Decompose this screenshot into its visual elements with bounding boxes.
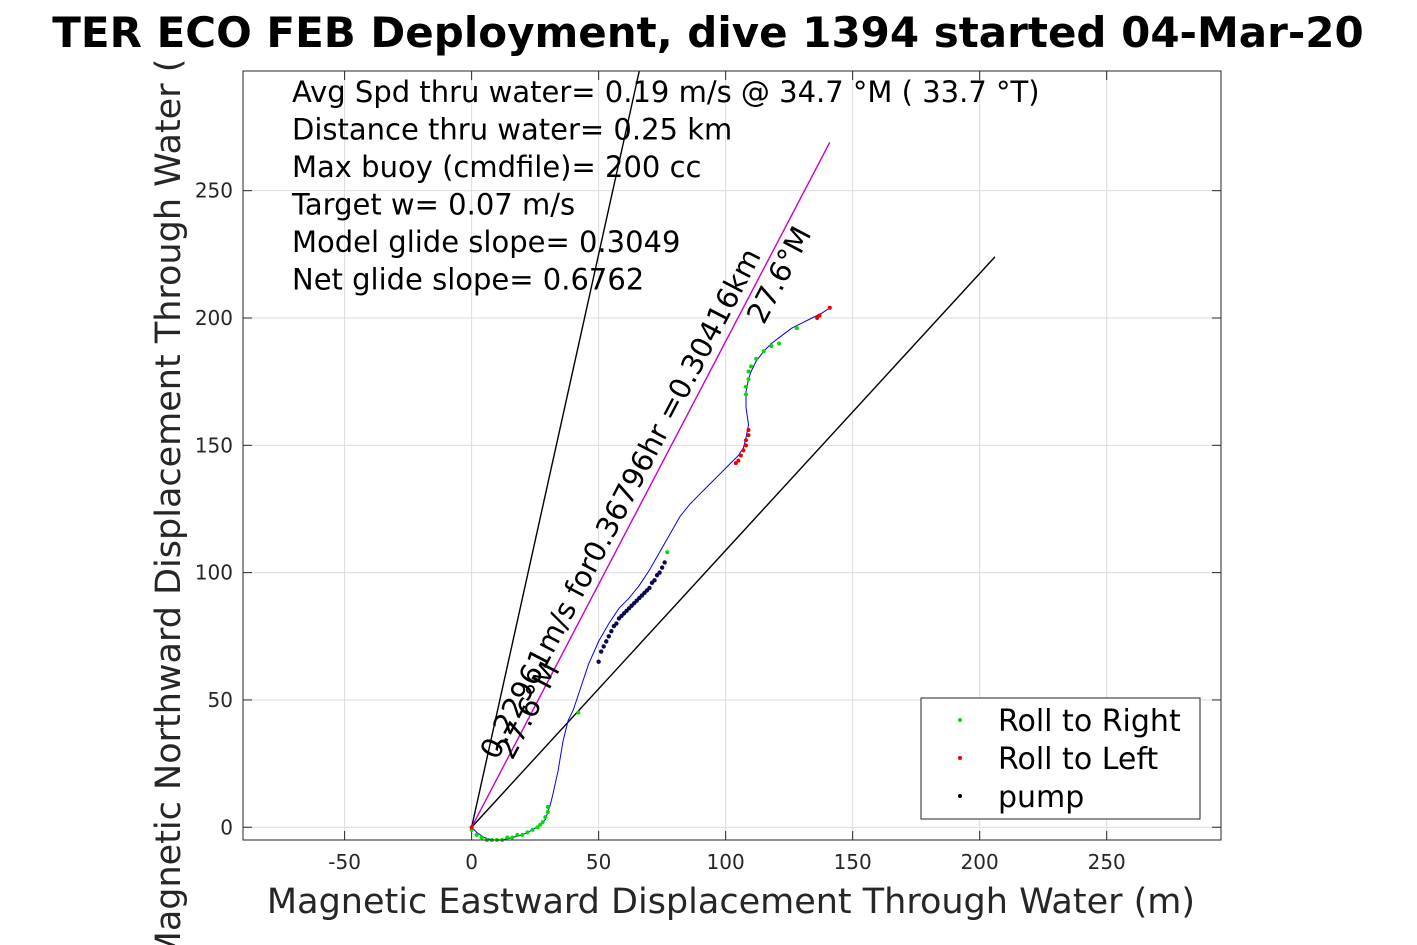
roll-right-point (530, 827, 535, 832)
pump-point (596, 659, 601, 664)
roll-left-point (827, 305, 832, 310)
pump-point (606, 634, 611, 639)
reference-line (471, 141, 831, 828)
legend-label-roll-left: Roll to Left (998, 742, 1158, 777)
y-tick-label: 250 (195, 179, 233, 203)
x-tick-label: 100 (707, 850, 745, 874)
roll-left-point (815, 315, 820, 320)
roll-right-point (505, 835, 510, 840)
y-tick-label: 100 (195, 561, 233, 585)
roll-right-point (794, 326, 799, 331)
reference-lines (470, 70, 996, 828)
axis-ticks: -50 0 50 100 150 200 250 0 50 100 150 200 250 (195, 71, 1221, 874)
pump-point (609, 628, 614, 634)
info-line: Target w= 0.07 m/s (291, 188, 575, 222)
x-tick-label: -50 (328, 850, 361, 874)
legend-label-roll-right: Roll to Right (998, 704, 1181, 739)
roll-right-point (545, 809, 550, 814)
y-tick-label: 0 (220, 815, 233, 839)
roll-right-point (474, 832, 479, 837)
legend-label-pump: pump (998, 780, 1084, 815)
pump-point (662, 560, 667, 565)
roll-right-point (515, 832, 520, 837)
roll-right-point (479, 835, 484, 840)
roll-right-point (525, 830, 530, 835)
roll-left-point (746, 433, 751, 438)
pump-point (659, 565, 665, 570)
roll-right-point (510, 835, 515, 840)
roll-left-point (736, 458, 741, 463)
roll-right-point (743, 392, 748, 397)
roll-left-point (741, 448, 746, 453)
x-axis-label: Magnetic Eastward Displacement Through W… (267, 882, 1195, 922)
roll-right-point (543, 815, 548, 820)
roll-right-point (749, 364, 754, 369)
roll-right-point (754, 356, 759, 361)
y-tick-label: 50 (208, 688, 233, 712)
roll-left-point (746, 428, 751, 433)
x-tick-label: 150 (834, 850, 872, 874)
legend-swatch-roll-right (958, 718, 962, 722)
roll-left-point (743, 443, 748, 448)
legend: Roll to Right Roll to Left pump (920, 697, 1201, 820)
y-tick-label: 150 (195, 433, 233, 457)
roll-right-point (538, 822, 543, 827)
roll-left-point (733, 461, 738, 466)
roll-right-point (743, 384, 748, 389)
pump-point (598, 649, 604, 654)
grid-lines (243, 71, 1221, 840)
y-tick-label: 200 (195, 306, 233, 330)
roll-right-point (665, 550, 670, 555)
reference-line (470, 70, 640, 828)
legend-swatch-roll-left (958, 756, 962, 760)
track-markers (469, 305, 832, 842)
roll-right-point (545, 804, 550, 809)
roll-right-point (535, 825, 540, 830)
chart-title: TER ECO FEB Deployment, dive 1394 starte… (52, 8, 1363, 57)
roll-right-point (576, 710, 581, 715)
legend-swatch-pump (958, 794, 962, 798)
pump-point (601, 644, 606, 649)
roll-right-point (746, 377, 751, 382)
pump-point (657, 570, 662, 575)
dive-info-block: Avg Spd thru water= 0.19 m/s @ 34.7 °M (… (291, 75, 1040, 297)
roll-right-point (520, 832, 525, 837)
roll-right-point (761, 349, 766, 354)
x-tick-label: 50 (586, 850, 611, 874)
roll-left-point (817, 313, 822, 318)
plot-frame (242, 70, 1222, 841)
info-line: Avg Spd thru water= 0.19 m/s @ 34.7 °M (… (292, 75, 1040, 109)
y-axis-label: Magnetic Northward Displacement Through … (149, 59, 189, 945)
roll-left-point (738, 453, 743, 458)
roll-left-point (743, 438, 748, 443)
roll-left-point (469, 825, 474, 830)
info-line: Net glide slope= 0.6762 (292, 263, 644, 297)
roll-right-point (769, 344, 774, 349)
roll-right-point (746, 369, 751, 374)
pump-point (647, 585, 652, 591)
info-line: Model glide slope= 0.3049 (292, 225, 680, 259)
x-tick-label: 200 (961, 850, 999, 874)
pump-point (614, 621, 619, 626)
roll-right-point (540, 820, 545, 825)
reference-line (471, 256, 996, 828)
x-tick-label: 250 (1088, 850, 1126, 874)
legend-box (920, 697, 1201, 820)
info-line: Max buoy (cmdfile)= 200 cc (292, 150, 701, 184)
pump-point (604, 639, 609, 644)
roll-right-point (776, 341, 781, 346)
pump-point (652, 578, 657, 583)
info-line: Distance thru water= 0.25 km (292, 113, 732, 147)
x-tick-label: 0 (465, 850, 478, 874)
